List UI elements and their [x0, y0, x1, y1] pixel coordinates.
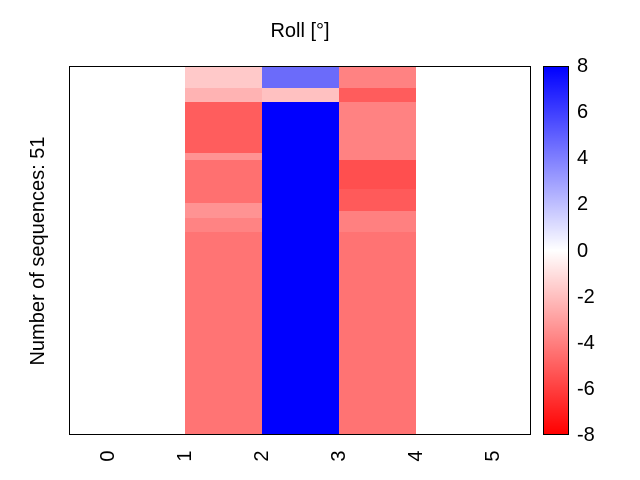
colorbar-tick-label--6: -6: [577, 377, 595, 400]
colorbar-tick-label-2: 2: [577, 193, 589, 216]
colorbar-tick-label--2: -2: [577, 285, 595, 308]
heatmap-band-x1-0: [184, 66, 262, 88]
heatmap-band-x3-0: [338, 66, 416, 88]
heatmap-band-x2-0: [261, 66, 339, 88]
heatmap-band-x1-5: [184, 203, 262, 218]
colorbar-tick-label-6: 6: [577, 101, 589, 124]
plot-area: [69, 66, 531, 435]
heatmap-band-x1-3: [184, 152, 262, 161]
colorbar-tick-label--4: -4: [577, 331, 595, 354]
heatmap-band-x3-5: [338, 210, 416, 233]
colorbar-tick-label-8: 8: [577, 55, 589, 77]
colorbar-tick-label--8: -8: [577, 424, 595, 446]
x-tick-label-4: 4: [404, 450, 427, 462]
x-tick-label-1: 1: [173, 450, 196, 462]
heatmap-band-x1-1: [184, 87, 262, 103]
heatmap-band-x3-2: [338, 102, 416, 161]
colorbar-gradient: [543, 66, 569, 435]
colorbar-tick-label-4: 4: [577, 147, 589, 170]
heatmap-band-x1-7: [184, 232, 262, 435]
heatmap-band-x3-6: [338, 232, 416, 435]
y-axis-label: Number of sequences: 51: [27, 136, 49, 366]
x-tick-label-3: 3: [327, 450, 350, 462]
heatmap-band-x1-2: [184, 102, 262, 153]
heatmap-band-x2-2: [261, 102, 339, 435]
x-tick-label-5: 5: [481, 450, 504, 462]
x-tick-label-2: 2: [250, 450, 273, 462]
heatmap-band-x3-1: [338, 87, 416, 103]
heatmap-band-x3-4: [338, 189, 416, 211]
heatmap-band-x1-4: [184, 160, 262, 204]
heatmap-band-x1-6: [184, 217, 262, 233]
heatmap-band-x3-3: [338, 160, 416, 189]
colorbar-tick-label-0: 0: [577, 239, 589, 262]
chart-title: Roll [°]: [270, 20, 330, 42]
x-tick-label-0: 0: [96, 450, 119, 462]
heatmap-band-x2-1: [261, 87, 339, 103]
